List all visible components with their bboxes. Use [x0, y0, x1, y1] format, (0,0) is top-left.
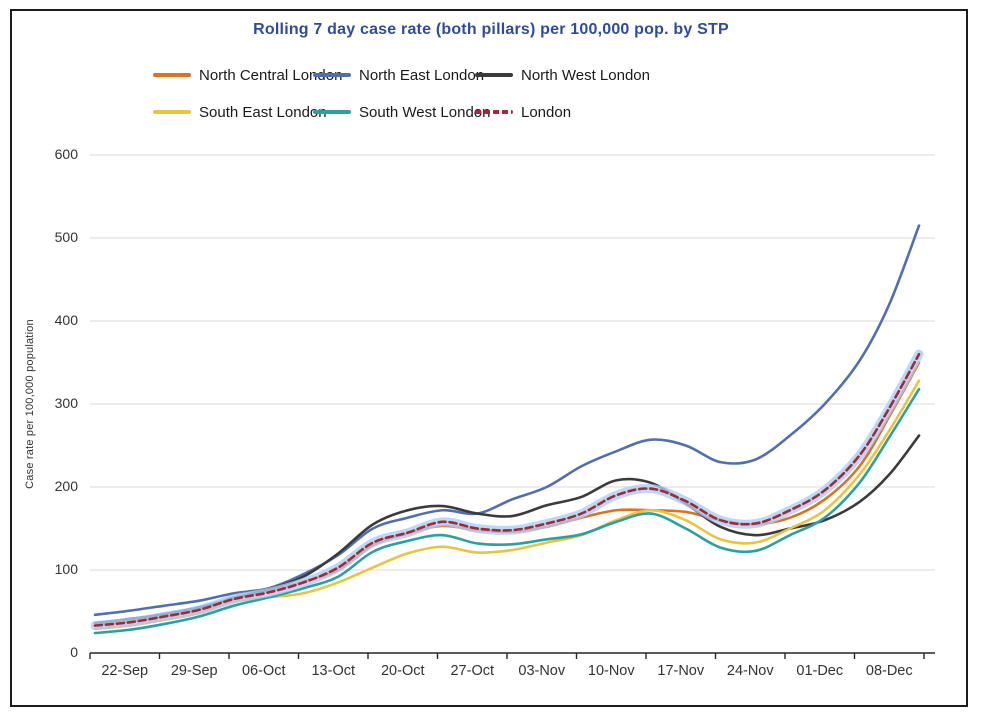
x-tick-label: 10-Nov — [587, 663, 635, 679]
x-tick-label: 24-Nov — [726, 663, 774, 679]
x-tick-label: 01-Dec — [796, 663, 844, 679]
x-tick-label: 20-Oct — [380, 663, 425, 679]
legend-item: North West London — [475, 64, 650, 86]
x-tick-label: 27-Oct — [450, 663, 494, 679]
series-line-London — [93, 352, 921, 627]
legend-swatch-line-icon — [313, 110, 351, 114]
legend-item: North East London — [313, 64, 484, 86]
legend-item: South West London — [313, 101, 490, 123]
legend-swatch-line-icon — [313, 73, 351, 77]
series-line-North East London — [93, 224, 921, 617]
legend-swatch-line-icon — [475, 73, 513, 77]
x-tick-label: 13-Oct — [311, 663, 355, 679]
legend-label: North Central London — [199, 66, 343, 84]
legend-swatch-dashed-line-icon — [475, 110, 513, 114]
legend-swatch-line-icon — [153, 73, 191, 77]
legend-label: London — [521, 103, 572, 121]
series-line-South West London — [93, 387, 921, 635]
chart-title: Rolling 7 day case rate (both pillars) p… — [253, 21, 729, 38]
legend-item: London — [475, 101, 571, 123]
legend-label: North West London — [521, 66, 650, 84]
x-tick-label: 29-Sep — [170, 663, 218, 679]
legend-item: South East London — [153, 101, 327, 123]
y-tick-label: 500 — [54, 229, 78, 245]
y-tick-label: 400 — [54, 312, 78, 328]
legend-swatch-line-icon — [153, 110, 191, 114]
legend-label: South East London — [199, 103, 327, 121]
x-tick-label: 17-Nov — [657, 663, 705, 679]
x-tick-label: 22-Sep — [101, 663, 149, 679]
legend-label: South West London — [359, 103, 491, 121]
y-tick-label: 100 — [54, 561, 78, 577]
x-tick-label: 06-Oct — [241, 663, 286, 679]
y-tick-label: 0 — [70, 644, 78, 660]
y-tick-label: 600 — [54, 146, 78, 162]
x-tick-label: 03-Nov — [518, 663, 566, 679]
y-tick-label: 300 — [54, 395, 78, 411]
series-halo-London — [90, 349, 924, 631]
x-tick-label: 08-Dec — [865, 663, 913, 679]
series-line-North Central London — [93, 361, 921, 627]
legend-label: North East London — [359, 66, 485, 84]
y-tick-label: 200 — [54, 478, 78, 494]
legend-item: North Central London — [153, 64, 342, 86]
